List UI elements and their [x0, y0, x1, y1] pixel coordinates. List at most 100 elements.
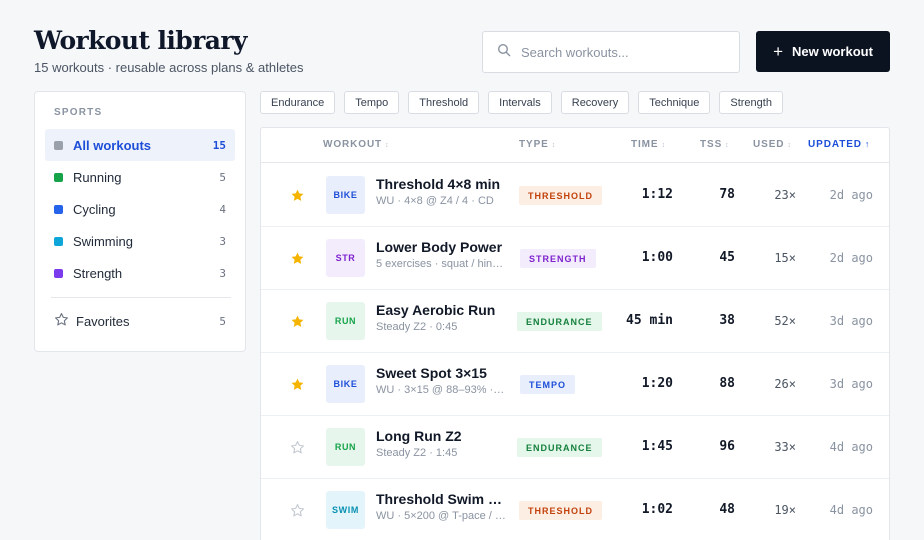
- sidebar-item-label: Running: [73, 169, 122, 185]
- workout-tss: 48: [719, 502, 735, 517]
- star-filled-icon[interactable]: [290, 314, 305, 329]
- green-dot-icon: [54, 172, 63, 182]
- type-tag: THRESHOLD: [519, 186, 602, 205]
- workout-detail: Steady Z2 · 0:45: [376, 321, 458, 333]
- sidebar-item-count: 15: [212, 138, 226, 152]
- workout-detail: Steady Z2 · 1:45: [376, 447, 458, 459]
- type-tag: TEMPO: [520, 375, 576, 394]
- column-header-label: TYPE: [519, 139, 549, 150]
- sidebar-item-favorites[interactable]: Favorites 5: [54, 312, 226, 330]
- sidebar-item-label: All workouts: [73, 137, 152, 153]
- filter-chip-intervals[interactable]: Intervals: [488, 91, 552, 114]
- workout-tss: 88: [719, 376, 735, 391]
- column-header-workout[interactable]: WORKOUT ↕: [323, 139, 389, 150]
- sidebar-item-swimming[interactable]: Swimming 3: [45, 225, 235, 257]
- sidebar-item-count: 3: [219, 266, 226, 280]
- workout-updated: 3d ago: [829, 314, 873, 328]
- workout-name: Threshold 4×8 min: [376, 176, 501, 192]
- sidebar-item-label: Swimming: [73, 233, 133, 249]
- sidebar-item-count: 3: [219, 234, 226, 248]
- table-row[interactable]: BIKE Threshold 4×8 min WU · 4×8 @ Z4 / 4…: [261, 164, 889, 227]
- workout-used-count: 15×: [774, 251, 796, 265]
- sort-icon: ↕: [661, 142, 666, 149]
- column-header-updated[interactable]: UPDATED ↑: [808, 139, 869, 150]
- filter-chip-tempo[interactable]: Tempo: [344, 91, 400, 114]
- star-filled-icon[interactable]: [290, 188, 305, 203]
- table-row[interactable]: RUN Long Run Z2 Steady Z2 · 1:45 ENDURAN…: [261, 416, 889, 479]
- new-workout-label: New workout: [792, 44, 873, 59]
- workout-detail: WU · 4×8 @ Z4 / 4 · CD: [376, 195, 494, 207]
- sidebar-item-count: 4: [219, 202, 226, 216]
- plus-icon: +: [773, 42, 784, 61]
- sort-icon: ↕: [551, 142, 556, 149]
- column-header-label: WORKOUT: [323, 139, 383, 150]
- sidebar-item-all-workouts[interactable]: All workouts 15: [45, 129, 235, 161]
- workout-tss: 38: [719, 313, 735, 328]
- star-filled-icon[interactable]: [290, 377, 305, 392]
- column-header-label: TIME: [631, 139, 659, 150]
- page-subtitle: 15 workouts · reusable across plans & at…: [34, 60, 304, 75]
- star-filled-icon[interactable]: [290, 251, 305, 266]
- workout-tss: 96: [719, 439, 735, 454]
- column-header-label: USED: [753, 139, 785, 150]
- gray-dot-icon: [54, 140, 63, 150]
- workout-used-count: 23×: [774, 188, 796, 202]
- sidebar-item-running[interactable]: Running 5: [45, 161, 235, 193]
- filter-chip-technique[interactable]: Technique: [638, 91, 711, 114]
- sidebar-item-label: Strength: [73, 265, 123, 281]
- search-box[interactable]: [482, 31, 740, 73]
- sidebar-item-strength[interactable]: Strength 3: [45, 257, 235, 289]
- star-outline-icon[interactable]: [290, 440, 305, 455]
- sport-badge: SWIM: [326, 491, 365, 529]
- workout-updated: 4d ago: [829, 440, 873, 454]
- sport-badge: STR: [326, 239, 365, 277]
- workout-time: 1:12: [641, 187, 673, 202]
- workout-time: 45 min: [626, 313, 673, 328]
- filter-chip-threshold[interactable]: Threshold: [408, 91, 480, 114]
- column-header-type[interactable]: TYPE ↕: [519, 139, 555, 150]
- new-workout-button[interactable]: + New workout: [756, 31, 890, 72]
- sport-badge: BIKE: [326, 176, 365, 214]
- workout-table: WORKOUT ↕ TYPE ↕ TIME ↕ TSS ↕ USED ↕ UPDATED ↑…: [260, 127, 890, 540]
- sidebar-item-count: 5: [219, 170, 226, 184]
- type-tag: ENDURANCE: [517, 438, 602, 457]
- cyan-dot-icon: [54, 236, 63, 246]
- sidebar-item-label: Cycling: [73, 201, 116, 217]
- workout-name: Threshold Swim 5×200: [376, 491, 506, 507]
- sports-sidebar: SPORTS All workouts 15 Running 5 Cycling…: [34, 91, 246, 352]
- search-icon: [497, 43, 511, 62]
- workout-detail: WU · 5×200 @ T-pace / 20s · CD: [376, 510, 506, 522]
- star-outline-icon[interactable]: [290, 503, 305, 518]
- table-row[interactable]: STR Lower Body Power 5 exercises · squat…: [261, 227, 889, 290]
- filter-chip-strength[interactable]: Strength: [719, 91, 783, 114]
- sidebar-item-count: 5: [219, 314, 226, 328]
- sidebar-divider: [51, 297, 231, 298]
- blue-dot-icon: [54, 204, 63, 214]
- type-tag: ENDURANCE: [517, 312, 602, 331]
- sidebar-item-label: Favorites: [76, 313, 130, 329]
- sidebar-item-cycling[interactable]: Cycling 4: [45, 193, 235, 225]
- table-row[interactable]: RUN Easy Aerobic Run Steady Z2 · 0:45 EN…: [261, 290, 889, 353]
- table-row[interactable]: SWIM Threshold Swim 5×200 WU · 5×200 @ T…: [261, 479, 889, 540]
- column-header-label: TSS: [700, 139, 723, 150]
- workout-detail: 5 exercises · squat / hinge · plyo: [376, 258, 506, 270]
- filter-chip-endurance[interactable]: Endurance: [260, 91, 336, 114]
- sidebar-heading: SPORTS: [54, 107, 103, 118]
- table-row[interactable]: BIKE Sweet Spot 3×15 WU · 3×15 @ 88–93% …: [261, 353, 889, 416]
- column-header-used[interactable]: USED ↕: [753, 139, 791, 150]
- sort-ascending-icon: ↑: [864, 139, 870, 149]
- workout-used-count: 26×: [774, 377, 796, 391]
- workout-tss: 45: [719, 250, 735, 265]
- workout-tss: 78: [719, 187, 735, 202]
- page-title: Workout library: [34, 26, 247, 55]
- type-tag: THRESHOLD: [519, 501, 602, 520]
- column-header-time[interactable]: TIME ↕: [631, 139, 665, 150]
- search-input[interactable]: [521, 44, 721, 60]
- sport-badge: RUN: [326, 428, 365, 466]
- workout-updated: 2d ago: [829, 251, 873, 265]
- column-header-tss[interactable]: TSS ↕: [700, 139, 729, 150]
- filter-chip-recovery[interactable]: Recovery: [560, 91, 630, 114]
- workout-time: 1:20: [641, 376, 673, 391]
- workout-used-count: 33×: [774, 440, 796, 454]
- workout-name: Easy Aerobic Run: [376, 302, 496, 318]
